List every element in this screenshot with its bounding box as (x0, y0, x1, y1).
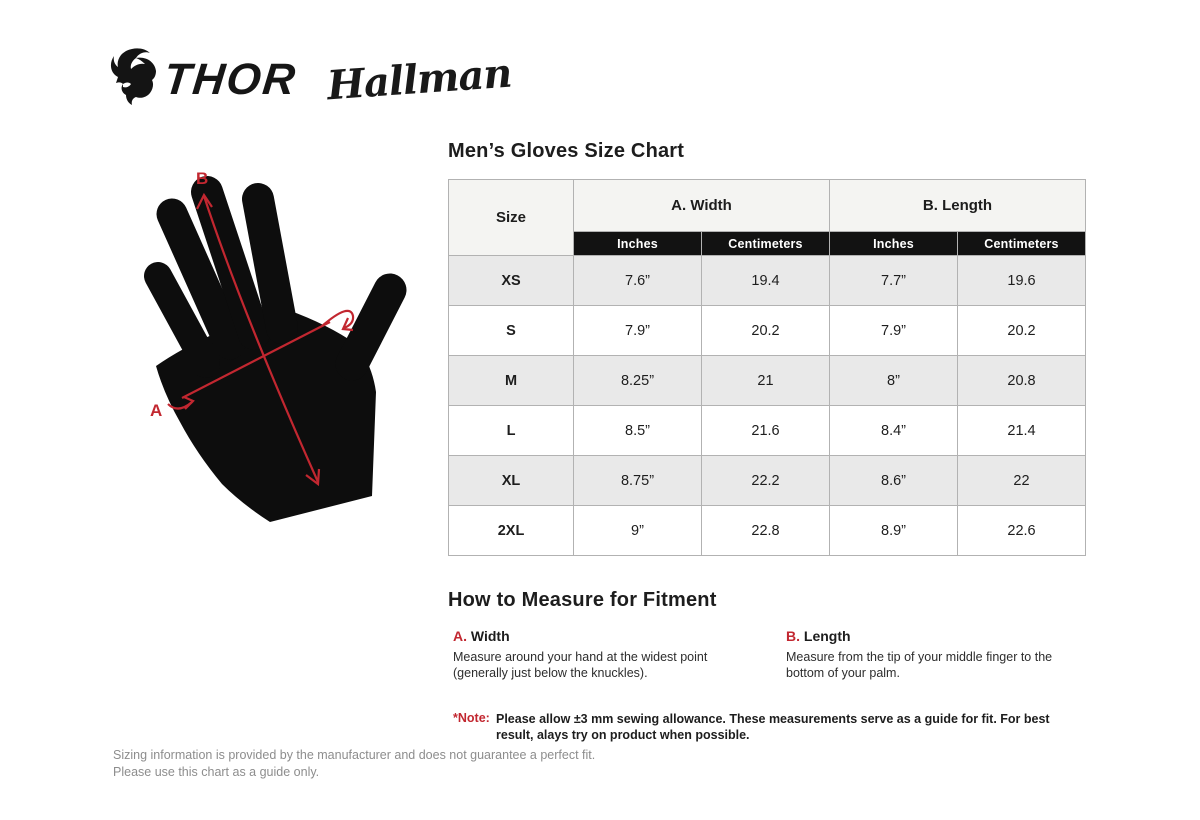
thor-goat-icon (110, 46, 162, 113)
size-column-header: Size (448, 179, 574, 256)
measure-width-label: Width (470, 628, 510, 644)
length-inches-cell: 8.9” (829, 505, 958, 556)
measure-width-block: A. Width Measure around your hand at the… (453, 628, 786, 682)
diagram-label-a: A (150, 401, 162, 420)
size-cell: S (448, 305, 574, 356)
sizing-note: *Note: Please allow ±3 mm sewing allowan… (448, 711, 1085, 745)
table-row-s: S 7.9” 20.2 7.9” 20.2 (448, 305, 1086, 356)
length-cm-cell: 21.4 (957, 405, 1086, 456)
measure-length-text: Measure from the tip of your middle fing… (786, 650, 1053, 681)
measure-width-heading: A. Width (453, 628, 786, 644)
size-cell: XL (448, 455, 574, 506)
note-text: Please allow ±3 mm sewing allowance. The… (496, 711, 1050, 743)
width-cm-cell: 20.2 (701, 305, 830, 356)
thor-wordmark: THOR (161, 54, 300, 104)
width-inches-cell: 8.75” (573, 455, 702, 506)
size-cell: XS (448, 255, 574, 306)
thor-logo: THOR (110, 46, 300, 113)
hallman-logo: Hallman (325, 49, 513, 109)
hand-fingers (144, 176, 407, 381)
measure-width-text: Measure around your hand at the widest p… (453, 650, 708, 681)
size-table: Size A. Width B. Length Inches Centimete… (448, 179, 1086, 556)
width-cm-cell: 21.6 (701, 405, 830, 456)
length-inches-header: Inches (829, 231, 958, 256)
width-inches-cell: 7.9” (573, 305, 702, 356)
chart-section: Men’s Gloves Size Chart Size A. Width B.… (448, 140, 1086, 744)
width-inches-cell: 9” (573, 505, 702, 556)
page-title: Men’s Gloves Size Chart (448, 140, 685, 162)
length-centimeters-header: Centimeters (957, 231, 1086, 256)
table-row-xl: XL 8.75” 22.2 8.6” 22 (448, 455, 1086, 506)
width-inches-cell: 8.5” (573, 405, 702, 456)
length-inches-cell: 7.9” (829, 305, 958, 356)
table-row-xs: XS 7.6” 19.4 7.7” 19.6 (448, 255, 1086, 306)
width-cm-cell: 22.8 (701, 505, 830, 556)
width-inches-cell: 8.25” (573, 355, 702, 406)
width-centimeters-header: Centimeters (701, 231, 830, 256)
measure-width-letter: A. (453, 628, 467, 644)
size-cell: M (448, 355, 574, 406)
width-cm-cell: 19.4 (701, 255, 830, 306)
size-cell: L (448, 405, 574, 456)
brand-logos: THOR Hallman (110, 46, 513, 113)
group-header-row: Size A. Width B. Length (448, 179, 1086, 256)
length-cm-cell: 20.2 (957, 305, 1086, 356)
disclaimer-line2: Please use this chart as a guide only. (113, 764, 320, 779)
measure-line-b (196, 192, 321, 487)
length-inches-cell: 8.6” (829, 455, 958, 506)
note-label: *Note: (453, 710, 490, 725)
table-row-2xl: 2XL 9” 22.8 8.9” 22.6 (448, 505, 1086, 556)
length-cm-cell: 22.6 (957, 505, 1086, 556)
width-cm-cell: 22.2 (701, 455, 830, 506)
width-inches-header: Inches (573, 231, 702, 256)
width-cm-cell: 21 (701, 355, 830, 406)
disclaimer-line1: Sizing information is provided by the ma… (113, 748, 596, 762)
length-inches-cell: 8.4” (829, 405, 958, 456)
length-column-header: B. Length (829, 179, 1086, 232)
measure-length-heading: B. Length (786, 628, 1085, 644)
length-cm-cell: 20.8 (957, 355, 1086, 406)
length-cm-cell: 22 (957, 455, 1086, 506)
table-row-l: L 8.5” 21.6 8.4” 21.4 (448, 405, 1086, 456)
hand-measurement-diagram: B A (122, 152, 427, 547)
how-to-measure-title: How to Measure for Fitment (448, 589, 717, 611)
unit-header-row: Inches Centimeters Inches Centimeters (449, 231, 1086, 256)
measure-length-letter: B. (786, 628, 800, 644)
disclaimer: Sizing information is provided by the ma… (113, 747, 595, 781)
diagram-label-b: B (196, 169, 208, 188)
length-inches-cell: 7.7” (829, 255, 958, 306)
measure-length-block: B. Length Measure from the tip of your m… (786, 628, 1085, 682)
measure-line-a (167, 309, 355, 410)
how-to-measure-section: How to Measure for Fitment A. Width Meas… (448, 589, 1085, 744)
width-column-header: A. Width (573, 179, 830, 232)
length-cm-cell: 19.6 (957, 255, 1086, 306)
table-row-m: M 8.25” 21 8” 20.8 (448, 355, 1086, 406)
length-inches-cell: 8” (829, 355, 958, 406)
measure-length-label: Length (803, 628, 851, 644)
size-cell: 2XL (448, 505, 574, 556)
width-inches-cell: 7.6” (573, 255, 702, 306)
